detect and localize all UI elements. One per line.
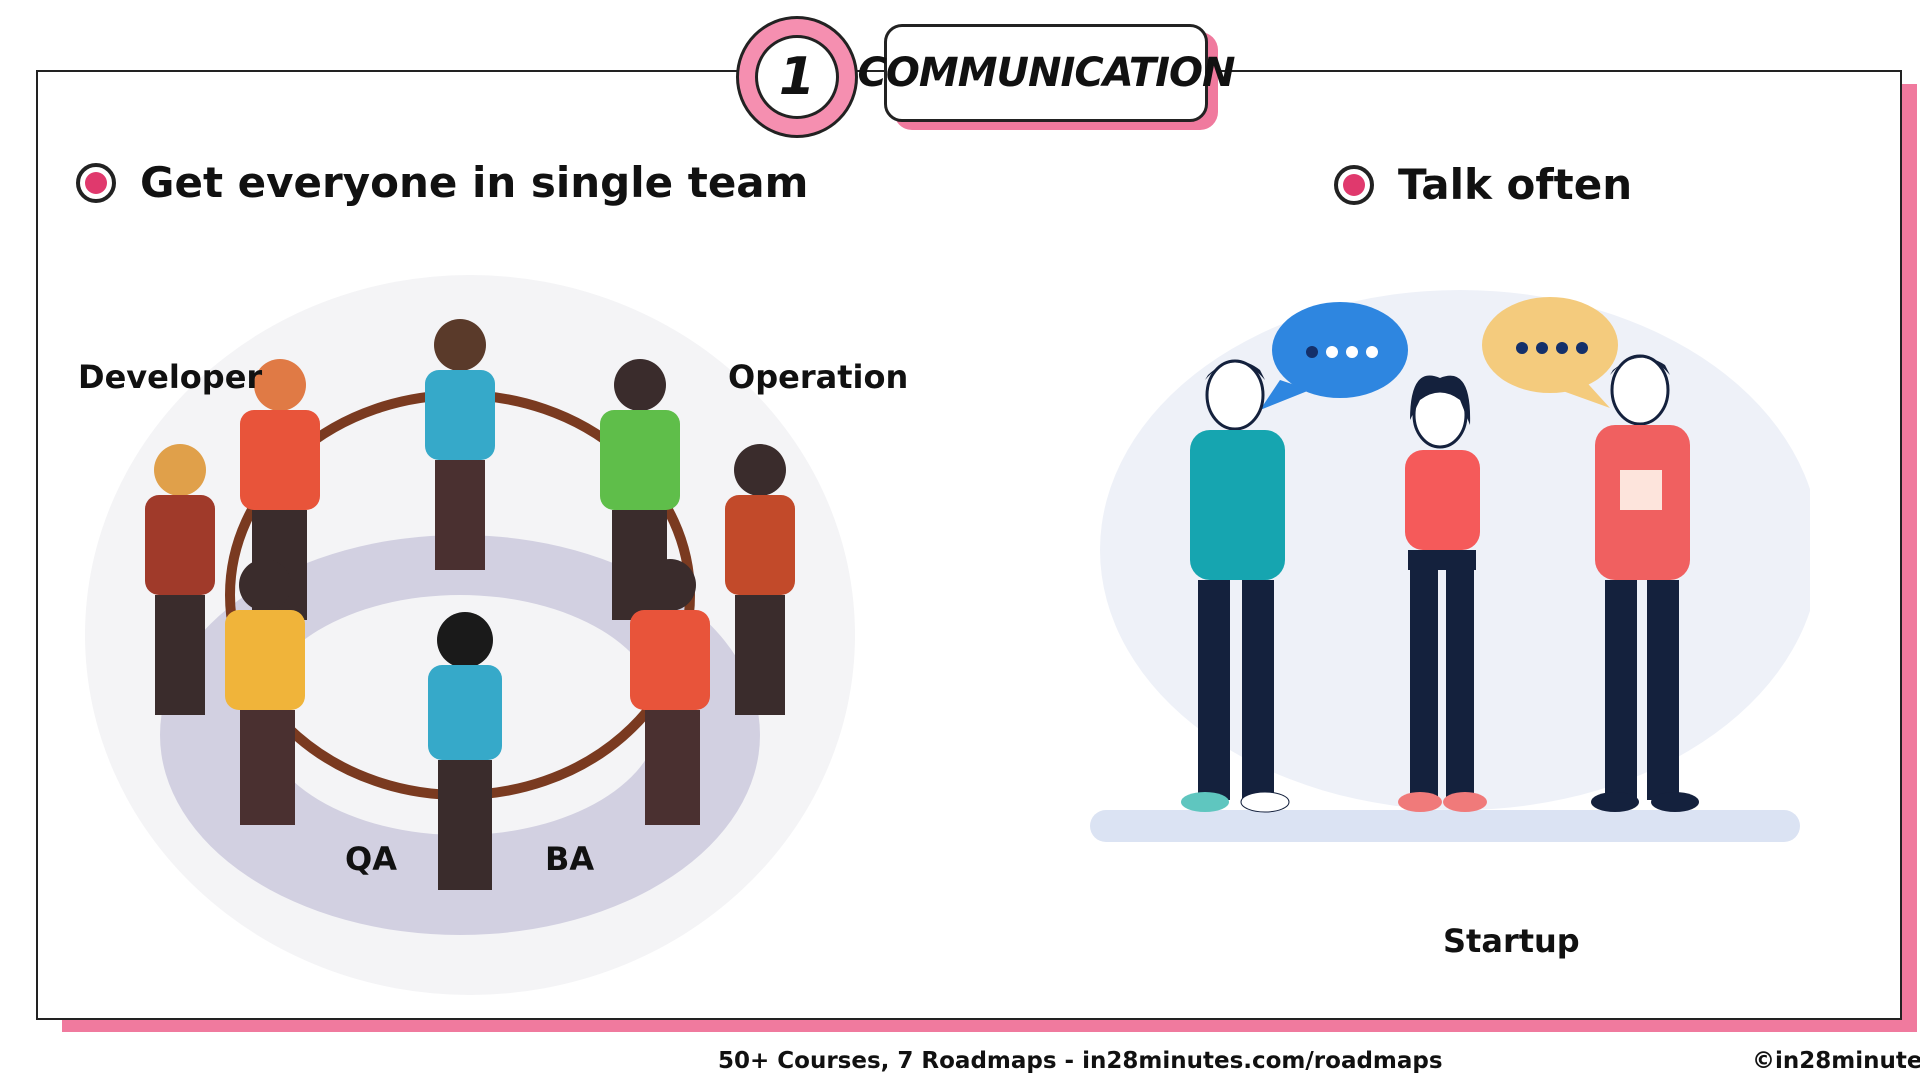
person-icon [428,612,502,890]
person-icon [1398,375,1487,812]
person-icon [145,444,215,715]
left-heading-row: Get everyone in single team [76,158,808,207]
talking-people-illustration [1090,290,1810,842]
person-icon [725,444,795,715]
team-circle-illustration [85,275,855,995]
footer-copyright: ©in28minutes [1752,1048,1920,1074]
person-icon [1591,354,1699,812]
page-title: COMMUNICATION [858,24,1235,122]
person-icon [630,559,710,825]
person-icon [225,559,305,825]
label-ba: BA [545,840,595,878]
footer-promo: 50+ Courses, 7 Roadmaps - in28minutes.co… [718,1048,1443,1074]
step-number: 1 [755,35,839,119]
person-icon [1181,359,1290,813]
right-heading-row: Talk often [1334,160,1632,209]
label-operation: Operation [728,358,909,396]
caption-startup: Startup [1443,922,1580,960]
person-icon [425,319,495,570]
step-number-badge: 1 [736,16,858,138]
speech-bubble-icon [1260,302,1408,410]
person-icon [600,359,680,620]
label-qa: QA [345,840,397,878]
label-developer: Developer [78,358,263,396]
right-heading: Talk often [1398,160,1633,209]
speech-bubble-icon [1482,297,1618,408]
bullet-icon [1334,164,1374,205]
left-heading: Get everyone in single team [140,158,809,207]
bullet-icon [76,162,116,203]
